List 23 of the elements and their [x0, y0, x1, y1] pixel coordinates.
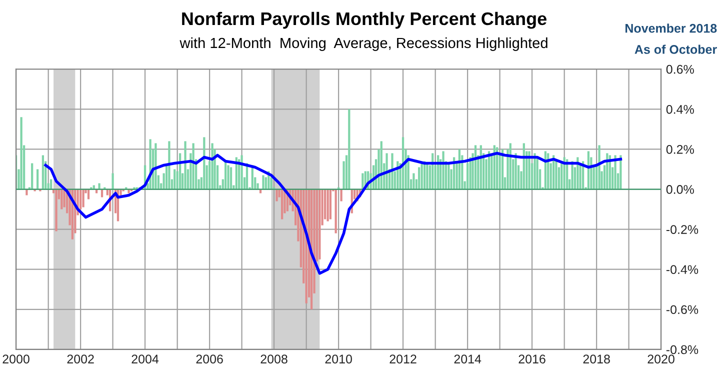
x-tick-label: 2016: [518, 354, 546, 364]
y-tick-label: 0.6%: [666, 64, 694, 74]
y-tick-label: 0.4%: [666, 104, 694, 114]
x-tick-label: 2018: [583, 354, 610, 364]
x-tick-label: 2002: [67, 354, 94, 364]
y-tick-label: -0.6%: [666, 305, 698, 314]
y-tick-label: 0.0%: [666, 185, 694, 194]
text: November 2018: [626, 24, 717, 33]
x-tick-label: 2000: [2, 354, 30, 364]
x-tick-label: 2020: [648, 354, 674, 364]
x-tick-label: 2008: [260, 354, 288, 364]
chart-subtitle: with 12-Month Moving Average, Recessions Highlighted: [180, 37, 548, 52]
text: As of October: [634, 44, 717, 54]
x-tick-label: 2014: [454, 354, 482, 364]
y-tick-label: -0.4%: [666, 265, 698, 274]
y-tick-label: -0.8%: [666, 345, 698, 354]
x-tick-label: 2004: [132, 354, 159, 364]
y-tick-label: 0.2%: [666, 145, 694, 154]
x-tick-label: 2006: [196, 354, 223, 364]
x-tick-label: 2010: [325, 354, 352, 364]
x-tick-label: 2012: [390, 354, 416, 364]
chart-title: Nonfarm Payrolls Monthly Percent Change: [182, 12, 546, 29]
y-tick-label: -0.2%: [666, 225, 698, 234]
